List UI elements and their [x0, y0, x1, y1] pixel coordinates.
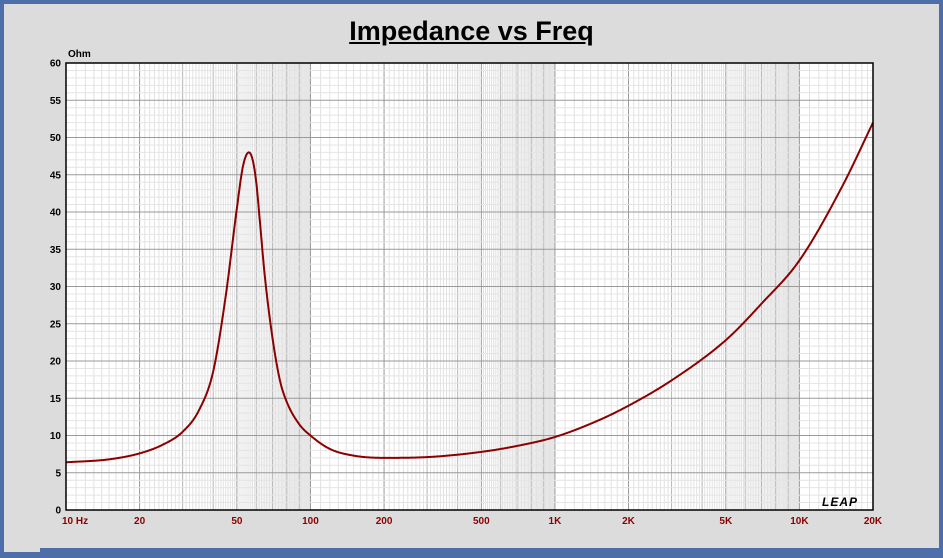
plot-border [65, 62, 874, 511]
y-tick-label: 30 [50, 282, 62, 293]
y-tick-label: 45 [50, 170, 62, 181]
chart-title: Impedance vs Freq [349, 16, 594, 46]
x-tick-label: 10K [790, 516, 809, 527]
y-tick-label: 50 [50, 133, 62, 144]
y-tick-label: 15 [50, 394, 62, 405]
x-tick-label: 20 [134, 516, 146, 527]
x-tick-label: 200 [376, 516, 393, 527]
x-tick-label: 20K [864, 516, 883, 527]
y-tick-label: 0 [55, 506, 61, 517]
x-tick-label: 5K [719, 516, 733, 527]
leap-watermark: LEAP [822, 495, 858, 509]
y-tick-label: 10 [50, 431, 62, 442]
x-tick-label: 2K [622, 516, 636, 527]
y-tick-label: 40 [50, 208, 62, 219]
grid [66, 63, 873, 510]
y-tick-label: 55 [50, 96, 62, 107]
y-tick-label: 25 [50, 319, 62, 330]
x-tick-label: 100 [302, 516, 319, 527]
y-axis-unit-label: Ohm [68, 49, 91, 60]
x-tick-label: 1K [549, 516, 563, 527]
bottom-strip [40, 548, 943, 558]
y-axis: 0 5 10 15 20 25 30 35 40 45 50 55 60 [50, 59, 62, 517]
x-tick-label: 500 [473, 516, 490, 527]
x-axis: 10 Hz 20 50 100 200 500 1K 2K 5K 10K 20K [62, 516, 883, 527]
y-tick-label: 35 [50, 245, 62, 256]
x-tick-label: 10 Hz [62, 516, 88, 527]
y-tick-label: 5 [55, 468, 61, 479]
y-tick-label: 60 [50, 59, 62, 70]
impedance-curve [65, 122, 874, 464]
y-tick-label: 20 [50, 357, 62, 368]
x-tick-label: 50 [231, 516, 243, 527]
